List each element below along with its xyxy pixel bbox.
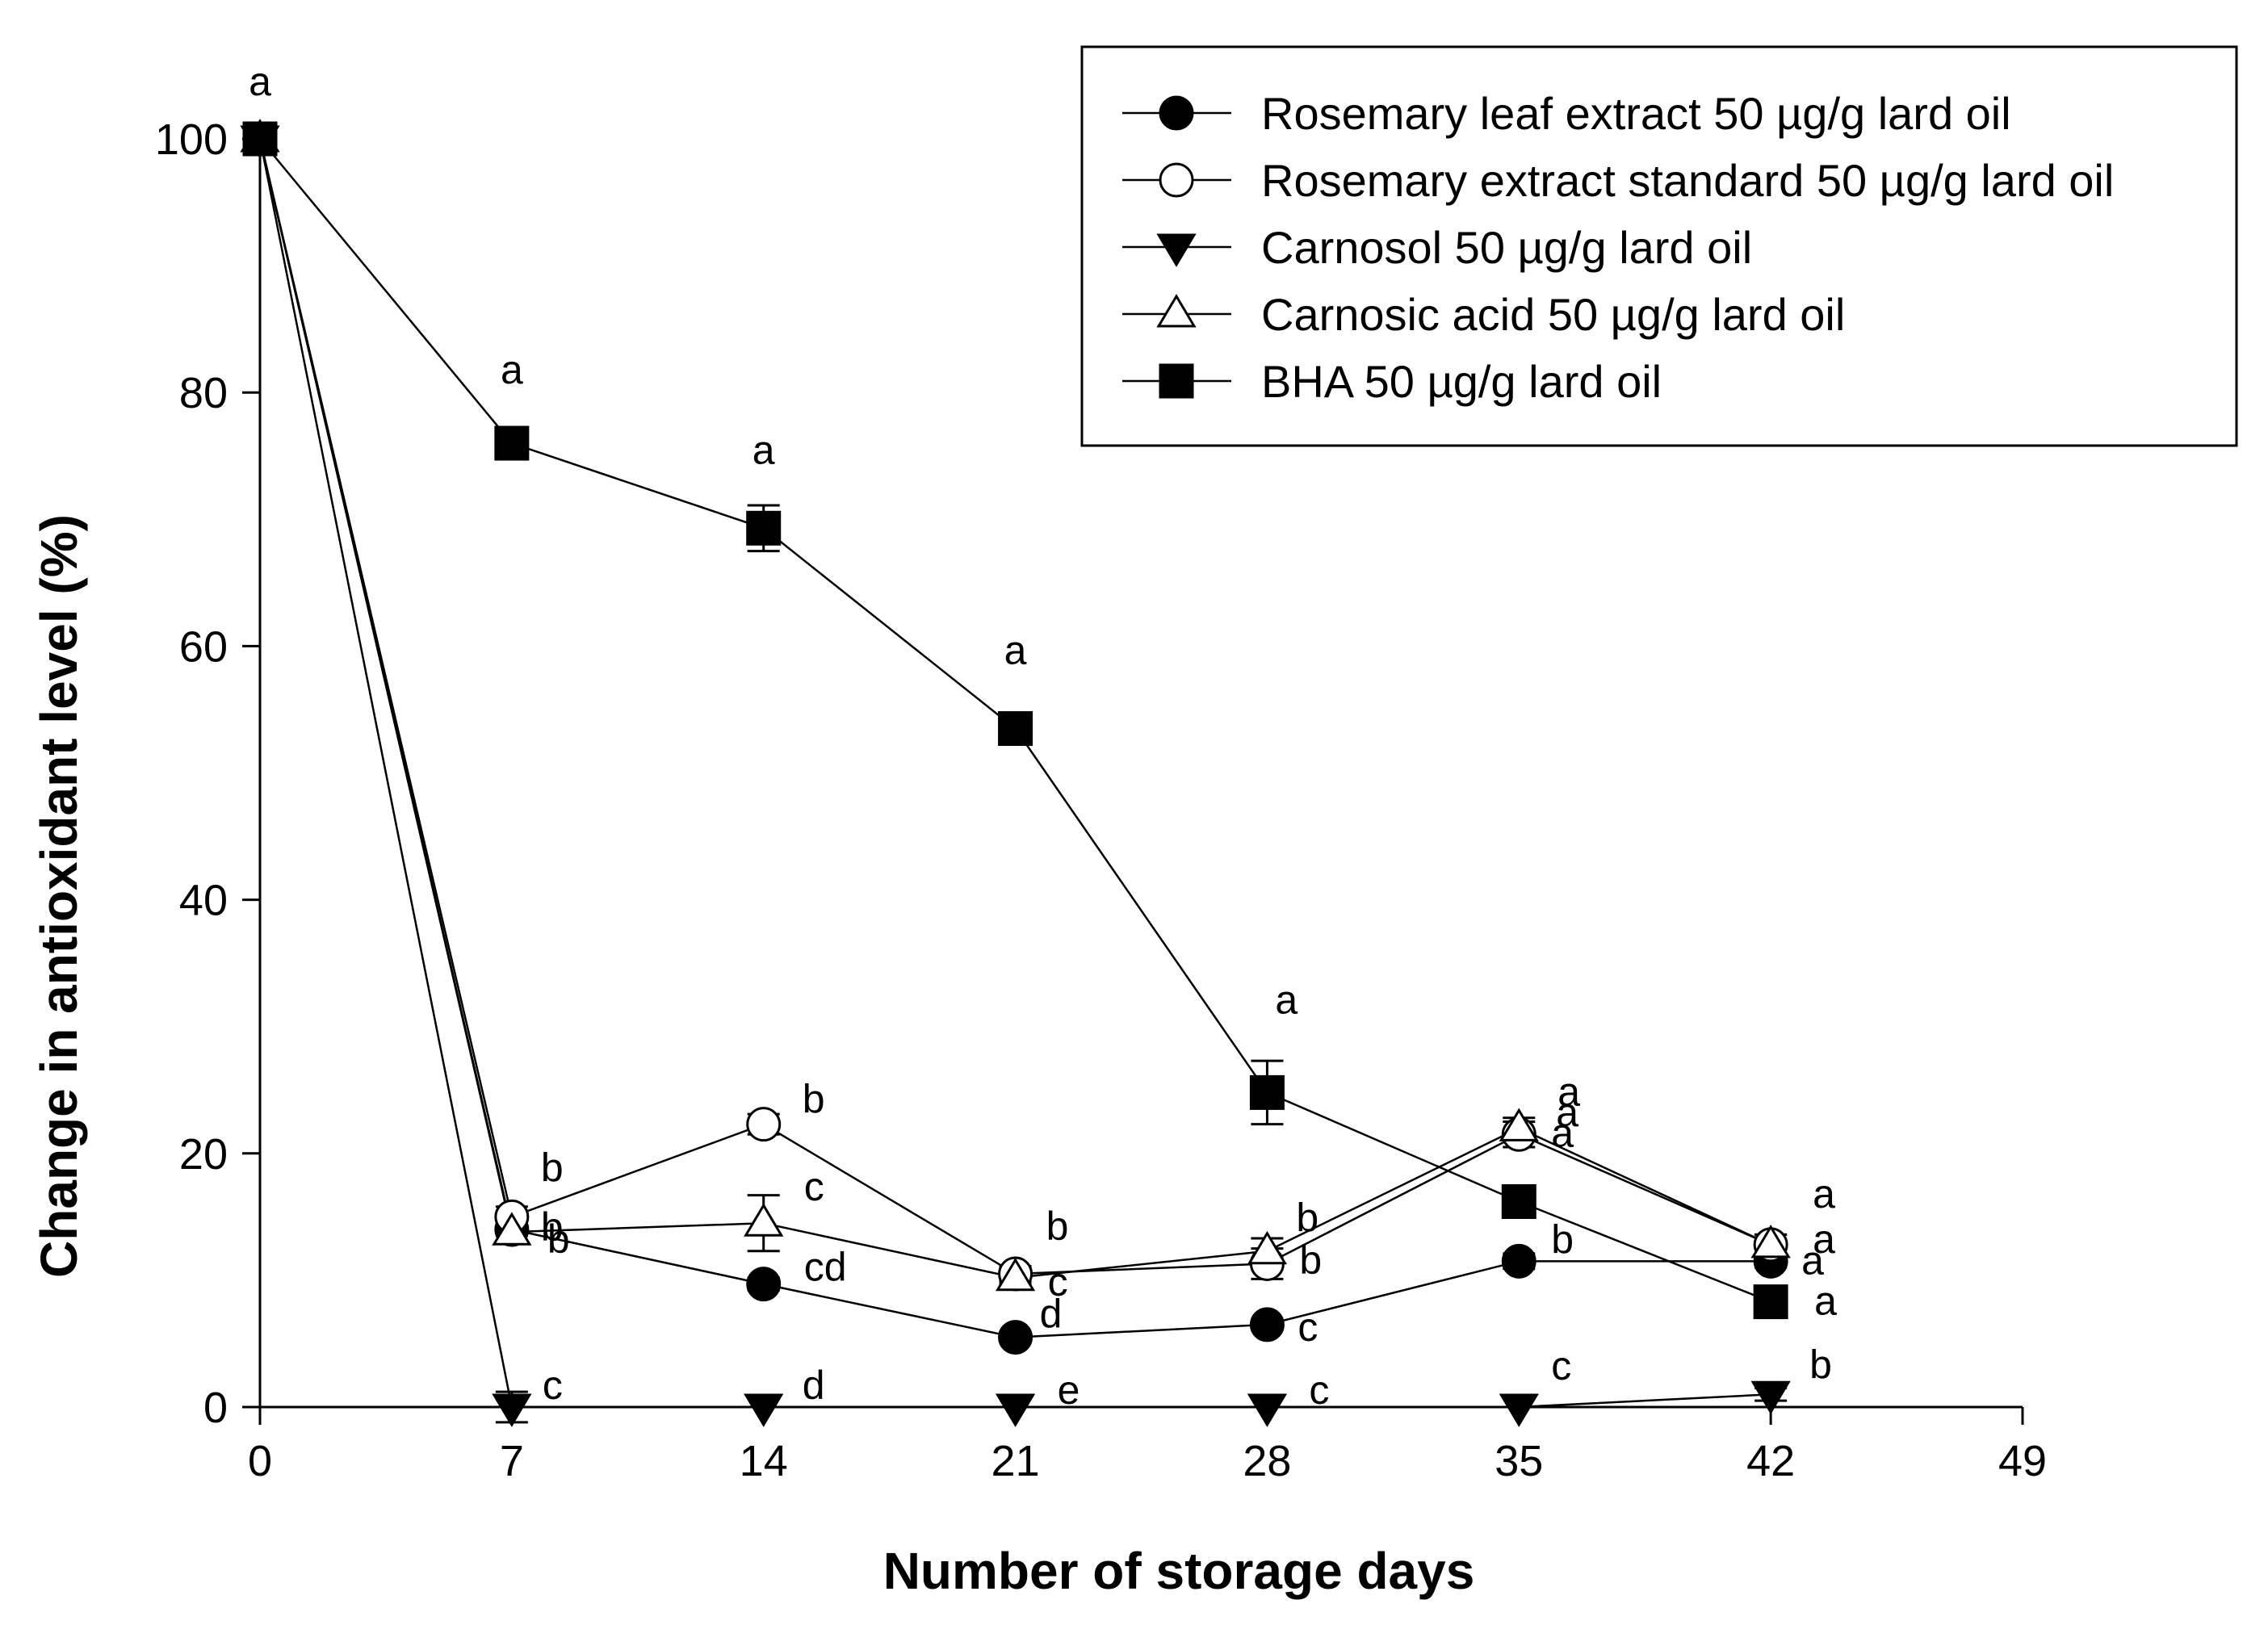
legend-label: BHA 50 µg/g lard oil	[1261, 356, 1662, 407]
significance-letter: a	[1813, 1217, 1835, 1262]
significance-letter: e	[1058, 1367, 1080, 1413]
legend-label: Carnosol 50 µg/g lard oil	[1261, 222, 1752, 273]
significance-letter: c	[804, 1164, 824, 1209]
data-point	[1501, 1243, 1536, 1279]
y-tick-label: 0	[203, 1384, 228, 1432]
significance-letter: b	[1296, 1195, 1318, 1240]
significance-letter: b	[803, 1077, 825, 1122]
data-point	[1750, 1224, 1791, 1259]
data-point	[1247, 1230, 1288, 1265]
data-point	[746, 1107, 782, 1142]
x-tick-label: 49	[1998, 1437, 2047, 1485]
significance-letter: c	[1297, 1305, 1318, 1350]
significance-letter: b	[541, 1145, 564, 1190]
data-point	[746, 510, 782, 546]
significance-letter: a	[1814, 1279, 1837, 1324]
legend-label: Rosemary extract standard 50 µg/g lard o…	[1261, 155, 2114, 206]
significance-letter: c	[1048, 1259, 1068, 1305]
significance-letter: b	[1809, 1342, 1832, 1387]
significance-letter: c	[1551, 1343, 1571, 1388]
x-tick-label: 42	[1746, 1437, 1795, 1485]
significance-letter: a	[1813, 1171, 1835, 1217]
significance-letter: a	[501, 347, 523, 392]
data-point	[1501, 1183, 1536, 1219]
series-2-letters: c d e cc b	[543, 1342, 1832, 1413]
legend-item-0: Rosemary leaf extract 50 µg/g lard oil	[1122, 88, 2011, 139]
significance-letter: a	[753, 427, 775, 472]
y-axis-title: Change in antioxidant level (%)	[30, 514, 88, 1278]
x-tick-label: 35	[1495, 1437, 1543, 1485]
significance-letter: a	[1556, 1090, 1578, 1135]
data-point	[746, 1267, 782, 1302]
legend-marker	[1156, 294, 1197, 328]
significance-letter: c	[1309, 1367, 1329, 1413]
significance-letter: b	[547, 1217, 570, 1262]
legend-item-1: Rosemary extract standard 50 µg/g lard o…	[1122, 155, 2114, 206]
data-point	[998, 1320, 1033, 1355]
data-point	[1753, 1284, 1788, 1320]
legend-marker	[1159, 363, 1194, 399]
data-point	[995, 1257, 1036, 1292]
y-tick-label: 20	[179, 1130, 228, 1179]
legend-marker	[1159, 162, 1194, 198]
significance-letter: cd	[804, 1245, 847, 1290]
data-point	[1249, 1074, 1285, 1110]
x-tick-label: 21	[991, 1437, 1040, 1485]
legend: Rosemary leaf extract 50 µg/g lard oil Ro…	[1080, 45, 2238, 447]
legend-label: Carnosic acid 50 µg/g lard oil	[1261, 289, 1845, 340]
data-point	[1499, 1108, 1539, 1141]
legend-marker	[1156, 233, 1197, 267]
data-point	[744, 1203, 784, 1237]
x-tick-label: 7	[500, 1437, 524, 1485]
significance-letter: d	[1040, 1292, 1063, 1337]
significance-letter: a	[1551, 1110, 1574, 1155]
legend-item-2: Carnosol 50 µg/g lard oil	[1122, 222, 1752, 273]
x-axis-title: Number of storage days	[883, 1542, 1475, 1600]
significance-letter: b	[541, 1204, 564, 1250]
y-tick-label: 100	[155, 115, 228, 164]
significance-letter: b	[1046, 1204, 1069, 1249]
significance-letter: b	[1551, 1217, 1574, 1262]
significance-letter: b	[1299, 1238, 1322, 1283]
y-tick-label: 40	[179, 877, 228, 925]
series-3-letters: bcc baa	[547, 1069, 1835, 1304]
significance-letter: a	[1801, 1238, 1824, 1283]
x-tick-label: 28	[1243, 1437, 1291, 1485]
x-tick-label: 0	[248, 1437, 272, 1485]
data-point	[1249, 1307, 1285, 1342]
y-tick-label: 80	[179, 369, 228, 417]
data-point	[494, 425, 530, 461]
axes: Number of storage days Change in antioxi…	[30, 115, 2047, 1600]
legend-label: Rosemary leaf extract 50 µg/g lard oil	[1261, 88, 2011, 139]
data-point	[998, 711, 1033, 747]
legend-item-4: BHA 50 µg/g lard oil	[1122, 356, 1662, 407]
y-tick-label: 60	[179, 622, 228, 671]
legend-box	[1080, 45, 2238, 447]
legend-item-3: Carnosic acid 50 µg/g lard oil	[1122, 289, 1845, 340]
significance-letter: d	[803, 1363, 825, 1408]
x-tick-label: 14	[740, 1437, 788, 1485]
significance-letter: c	[543, 1363, 563, 1408]
significance-letter: a	[1004, 628, 1027, 673]
significance-letter: a	[249, 59, 271, 104]
data-point	[492, 1212, 532, 1246]
significance-letter: a	[1557, 1069, 1580, 1114]
legend-marker	[1159, 95, 1194, 131]
significance-letter: a	[1275, 977, 1297, 1022]
data-point	[1750, 1380, 1791, 1415]
